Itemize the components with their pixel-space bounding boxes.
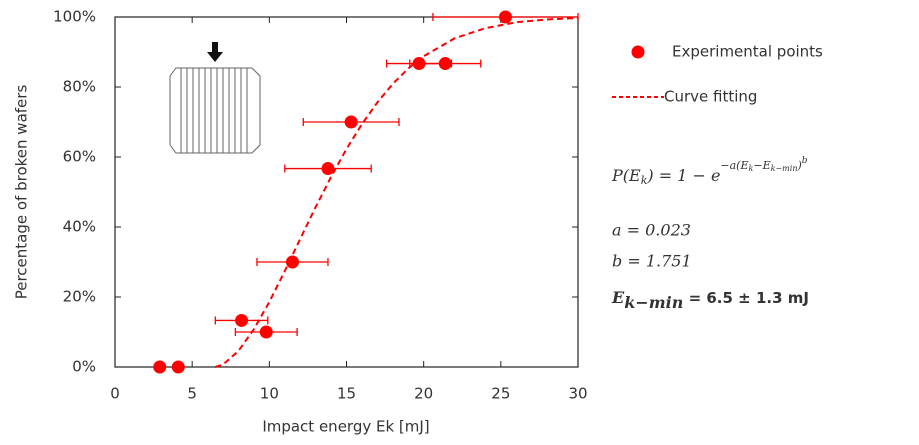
legend-marker: [631, 45, 645, 59]
formula-part: k: [641, 174, 648, 187]
x-tick-label: 5: [187, 385, 197, 403]
formula-part: P(E: [611, 166, 641, 185]
ekmin-part: = 6.5 ± 1.3 mJ: [683, 289, 809, 307]
ekmin-part: E: [611, 288, 625, 307]
x-tick-label: 20: [414, 385, 433, 403]
x-axis-title: Impact energy Ek [mJ]: [262, 418, 429, 436]
y-tick-label: 80%: [63, 78, 96, 96]
legend-label: Curve fitting: [664, 88, 757, 106]
formula-part: k: [749, 164, 754, 173]
x-tick-label: 15: [337, 385, 356, 403]
formula-part: b: [802, 156, 808, 166]
param-ekmin: Ek−min = 6.5 ± 1.3 mJ: [611, 288, 809, 312]
x-tick-label: 10: [260, 385, 279, 403]
formula-part: −E: [753, 159, 770, 172]
y-tick-label: 100%: [53, 8, 96, 26]
formula-part: −a(E: [720, 159, 748, 172]
x-tick-label: 25: [491, 385, 510, 403]
inset-icon: [169, 42, 261, 154]
data-point: [171, 360, 185, 374]
ekmin-part: k−min: [624, 293, 683, 312]
x-tick-label: 0: [110, 385, 120, 403]
data-point: [344, 115, 358, 129]
formula-part: ) = 1 − e: [646, 166, 720, 185]
param-a: a = 0.023: [612, 221, 691, 240]
data-point: [498, 10, 512, 24]
data-point: [321, 162, 335, 176]
y-tick-label: 20%: [63, 288, 96, 306]
y-axis-title: Percentage of broken wafers: [13, 85, 31, 300]
formula-part: k−min: [771, 164, 798, 173]
param-b: b = 1.751: [612, 252, 692, 271]
fit-curve: [215, 17, 579, 368]
formula: P(Ek) = 1 − e−a(Ek−Ek−min)b: [611, 156, 808, 188]
data-point: [285, 255, 299, 269]
data-point: [438, 57, 452, 71]
data-point: [259, 325, 273, 339]
y-tick-label: 0%: [72, 358, 96, 376]
y-tick-label: 40%: [63, 218, 96, 236]
y-tick-label: 60%: [63, 148, 96, 166]
data-point: [235, 313, 249, 327]
x-tick-label: 30: [568, 385, 587, 403]
data-point: [153, 360, 167, 374]
formula-part: ): [796, 159, 801, 172]
legend-label: Experimental points: [672, 43, 823, 61]
